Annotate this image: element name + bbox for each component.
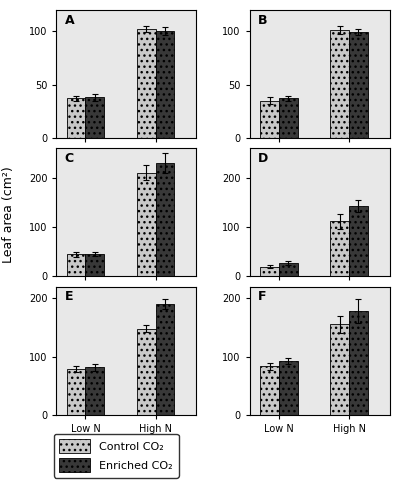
Bar [67,99,85,138]
Bar [259,366,278,415]
Bar [85,254,104,276]
Bar [137,173,155,276]
Bar [259,101,278,138]
Bar [348,32,367,138]
Bar [278,263,297,276]
Bar [259,266,278,276]
Bar [137,328,155,415]
Text: A: A [65,14,74,27]
Text: B: B [257,14,267,27]
Bar [155,304,174,415]
Text: Leaf area (cm²): Leaf area (cm²) [2,166,14,263]
Text: D: D [257,152,268,165]
Bar [155,163,174,276]
Bar [348,311,367,415]
Bar [330,325,348,415]
Bar [348,206,367,276]
Bar [85,97,104,138]
Text: E: E [65,290,73,304]
Bar [155,31,174,138]
Bar [278,99,297,138]
Legend: Control CO₂, Enriched CO₂: Control CO₂, Enriched CO₂ [54,434,178,478]
Bar [137,29,155,138]
Bar [330,221,348,276]
Bar [330,30,348,138]
Bar [85,367,104,415]
Bar [67,254,85,276]
Bar [67,369,85,415]
Text: F: F [257,290,266,304]
Text: C: C [65,152,74,165]
Bar [278,361,297,415]
